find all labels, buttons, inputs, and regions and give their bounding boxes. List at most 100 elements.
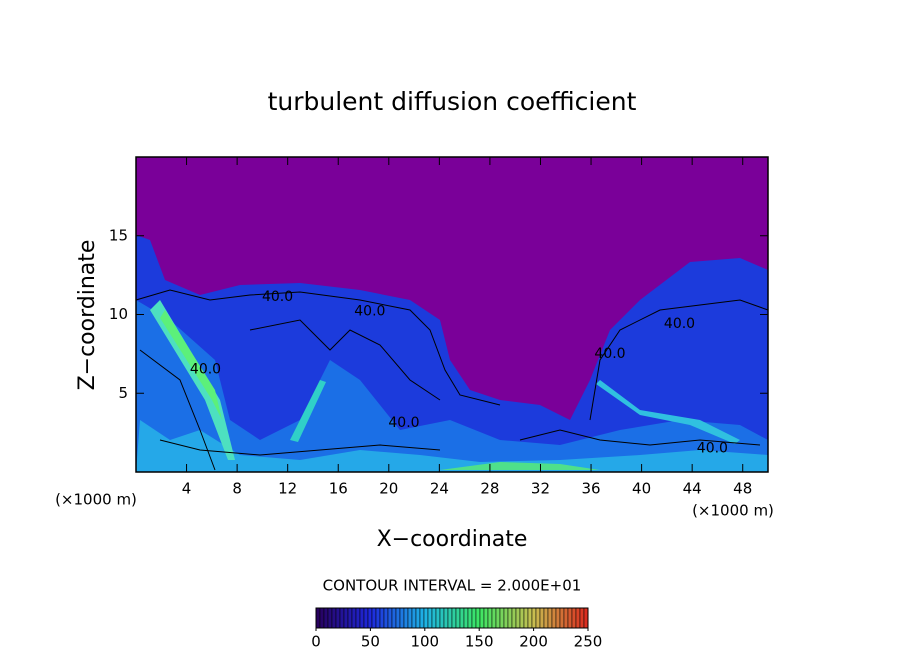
colorbar-cell — [571, 607, 577, 629]
colorbar-cell — [367, 607, 373, 629]
colorbar-cell — [419, 607, 425, 629]
x-tick-label: 48 — [733, 480, 752, 498]
colorbar-cell — [331, 607, 337, 629]
colorbar-cell — [563, 607, 569, 629]
colorbar-cell — [491, 607, 497, 629]
colorbar-cell — [343, 607, 349, 629]
x-tick-label: 28 — [480, 480, 499, 498]
field-region — [136, 300, 768, 472]
colorbar-cell — [363, 607, 369, 629]
colorbar-cell — [543, 607, 549, 629]
field-streak — [290, 380, 326, 442]
colorbar-tick-label: 100 — [410, 633, 439, 651]
x-tick-label: 20 — [379, 480, 398, 498]
colorbar-cell — [455, 607, 461, 629]
colorbar-cell — [407, 607, 413, 629]
colorbar-cell — [443, 607, 449, 629]
colorbar-cell — [387, 607, 393, 629]
colorbar-cell — [431, 607, 437, 629]
colorbar-tick-label: 250 — [574, 633, 603, 651]
colorbar-cell — [575, 607, 581, 629]
colorbar: 0 50 100 150 200 250 — [311, 607, 603, 651]
contour-label: 40.0 — [697, 440, 728, 456]
x-tick-label: 36 — [581, 480, 600, 498]
contour-interval: CONTOUR INTERVAL = 2.000E+01 — [323, 577, 582, 595]
colorbar-cell — [527, 607, 533, 629]
y-axis-label: Z−coordinate — [75, 240, 100, 391]
x-tick-label: 16 — [329, 480, 348, 498]
colorbar-cell — [519, 607, 525, 629]
chart-title: turbulent diffusion coefficient — [268, 87, 637, 116]
contour-label: 40.0 — [262, 289, 293, 305]
x-tick-label: 8 — [232, 480, 242, 498]
colorbar-cell — [451, 607, 457, 629]
colorbar-cell — [323, 607, 329, 629]
colorbar-cell — [395, 607, 401, 629]
colorbar-cell — [523, 607, 529, 629]
colorbar-cell — [579, 607, 585, 629]
colorbar-frame — [315, 607, 589, 629]
colorbar-cell — [411, 607, 417, 629]
y-tick-label: 5 — [118, 384, 128, 402]
colorbar-cell — [567, 607, 573, 629]
colorbar-cell — [375, 607, 381, 629]
contour-lines — [135, 289, 769, 471]
colorbar-cell — [383, 607, 389, 629]
field — [135, 157, 769, 472]
field-streak — [440, 462, 600, 470]
colorbar-cell — [447, 607, 453, 629]
colorbar-cell — [515, 607, 521, 629]
y-unit-label: (×1000 m) — [55, 491, 137, 509]
colorbar-cell — [467, 607, 473, 629]
x-tick-label: 40 — [632, 480, 651, 498]
colorbar-cell — [355, 607, 361, 629]
colorbar-cell — [507, 607, 513, 629]
colorbar-cell — [403, 607, 409, 629]
colorbar-cell — [339, 607, 345, 629]
field-streak — [160, 310, 222, 420]
colorbar-cell — [315, 607, 321, 629]
field-region — [136, 420, 768, 472]
x-unit-label: (×1000 m) — [692, 502, 774, 520]
colorbar-cell — [539, 607, 545, 629]
colorbar-tick-label: 200 — [519, 633, 548, 651]
contour-label: 40.0 — [190, 362, 221, 378]
colorbar-cell — [535, 607, 541, 629]
y-tick-label: 10 — [109, 305, 128, 323]
colorbar-cell — [391, 607, 397, 629]
colorbar-cell — [487, 607, 493, 629]
colorbar-cell — [471, 607, 477, 629]
x-tick-label: 4 — [182, 480, 192, 498]
colorbar-cell — [503, 607, 509, 629]
colorbar-cell — [379, 607, 385, 629]
colorbar-cell — [559, 607, 565, 629]
colorbar-cell — [555, 607, 561, 629]
colorbar-cell — [335, 607, 341, 629]
colorbar-cell — [475, 607, 481, 629]
field-streak — [596, 380, 740, 444]
colorbar-cell — [459, 607, 465, 629]
colorbar-cell — [359, 607, 365, 629]
colorbar-tick-label: 50 — [361, 633, 380, 651]
x-tick-label: 24 — [430, 480, 449, 498]
contour-label: 40.0 — [354, 303, 385, 319]
contour-label: 40.0 — [664, 316, 695, 332]
x-tick-label: 44 — [683, 480, 702, 498]
colorbar-cell — [423, 607, 429, 629]
x-axis-label: X−coordinate — [377, 527, 528, 552]
colorbar-cell — [551, 607, 557, 629]
colorbar-cell — [435, 607, 441, 629]
colorbar-cell — [511, 607, 517, 629]
colorbar-cell — [531, 607, 537, 629]
colorbar-tick-label: 150 — [465, 633, 494, 651]
contour-label: 40.0 — [594, 346, 625, 362]
colorbar-cell — [319, 607, 325, 629]
y-tick-label: 15 — [109, 226, 128, 244]
colorbar-cell — [415, 607, 421, 629]
colorbar-cell — [351, 607, 357, 629]
colorbar-cell — [499, 607, 505, 629]
colorbar-cell — [399, 607, 405, 629]
x-tick-label: 12 — [278, 480, 297, 498]
colorbar-cell — [495, 607, 501, 629]
